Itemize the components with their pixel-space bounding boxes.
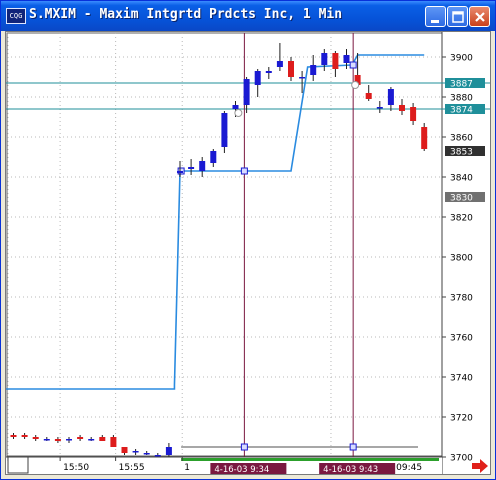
price-badge [445,78,485,88]
candle-body[interactable] [88,439,95,441]
app-icon[interactable]: CQG [6,8,26,24]
candle-body[interactable] [54,439,61,441]
marker-square[interactable] [349,61,357,69]
last-time-label: 09:45 [396,463,422,473]
price-badge [445,146,485,156]
candle-body[interactable] [43,439,50,441]
price-tick-label: 3760 [450,334,473,344]
candle-body[interactable] [10,435,17,437]
cursor-marker [351,81,360,89]
close-icon [475,12,485,22]
price-tick-label: 3900 [450,54,473,64]
candle-body[interactable] [243,79,250,105]
time-marker-label: 4-16-03 9:43 [323,465,378,474]
candle-body[interactable] [121,447,128,453]
candle-body[interactable] [343,55,350,63]
candle-body[interactable] [365,93,372,99]
price-badge [445,192,485,202]
candle-body[interactable] [265,71,272,73]
candle-body[interactable] [210,151,217,163]
candle-body[interactable] [132,451,139,453]
cursor-marker [234,109,243,117]
candle-body[interactable] [188,167,195,169]
price-tick-label: 3720 [450,414,473,424]
candle-body[interactable] [399,105,405,111]
candle-body[interactable] [66,439,72,441]
candle-body[interactable] [21,435,28,437]
time-marker-badge [319,463,396,474]
candle-body[interactable] [310,65,317,75]
maximize-button[interactable] [447,6,468,27]
price-tick-label: 3880 [450,94,473,104]
price-tick-label: 3800 [450,254,473,264]
candle-body[interactable] [421,127,428,149]
marker-square[interactable] [240,167,248,175]
price-badge-label: 3853 [450,148,473,158]
candle-body[interactable] [99,437,106,441]
candle-body[interactable] [232,105,239,109]
candle-body[interactable] [110,437,117,447]
candle-body[interactable] [221,113,228,147]
scroll-right-arrow-icon[interactable] [472,459,488,473]
chart-frame[interactable]: 3700 3720 3740 3760 3780 3800 3820 3840 3860 3880… [0,31,491,475]
window-title: S.MXIM - Maxim Intgrtd Prdcts Inc, 1 Min [29,7,343,22]
minimize-icon [431,20,439,23]
step-line[interactable] [0,54,425,390]
price-badge [445,104,485,114]
time-tick-label: 15:50 [63,463,89,473]
candle-body[interactable] [376,107,383,109]
time-tick-label: 1 [184,463,190,473]
marker-square[interactable] [240,443,248,451]
candle-body[interactable] [354,75,361,85]
candle-body[interactable] [143,453,150,455]
price-tick-label: 3820 [450,214,473,224]
price-badge-label: 3887 [450,80,473,90]
candle-body[interactable] [154,455,161,457]
time-selector-box[interactable] [7,456,29,474]
session-bar [181,458,440,461]
price-badge-label: 3874 [450,106,473,116]
plot-area[interactable] [6,32,443,457]
time-marker-label: 4-16-03 9:34 [214,465,269,474]
candle-body[interactable] [288,61,294,77]
candle-body[interactable] [276,61,283,67]
price-tick-label: 3840 [450,174,473,184]
marker-square[interactable] [349,443,357,451]
title-bar[interactable]: CQG S.MXIM - Maxim Intgrtd Prdcts Inc, 1… [1,1,495,31]
candle-body[interactable] [332,53,339,69]
price-tick-label: 3780 [450,294,473,304]
price-tick-label: 3860 [450,134,473,144]
candle-body[interactable] [299,77,306,79]
price-tick-label: 3740 [450,374,473,384]
time-tick-label: 15:55 [119,463,145,473]
candle-body[interactable] [321,53,328,65]
maximize-icon [452,11,464,23]
candle-body[interactable] [177,171,183,173]
candle-body[interactable] [254,71,261,85]
price-tick-label: 3700 [450,454,473,464]
candle-body[interactable] [410,107,417,121]
candle-body[interactable] [32,437,39,439]
price-badge-label: 3830 [450,194,473,204]
minimize-button[interactable] [425,6,446,27]
candle-body[interactable] [77,437,84,439]
time-marker-badge [210,463,287,474]
price-chart[interactable]: 3700 3720 3740 3760 3780 3800 3820 3840 3860 3880… [0,32,490,475]
candle-body[interactable] [165,447,172,455]
candle-body[interactable] [387,89,394,105]
candle-body[interactable] [199,161,206,171]
close-button[interactable] [469,6,490,27]
